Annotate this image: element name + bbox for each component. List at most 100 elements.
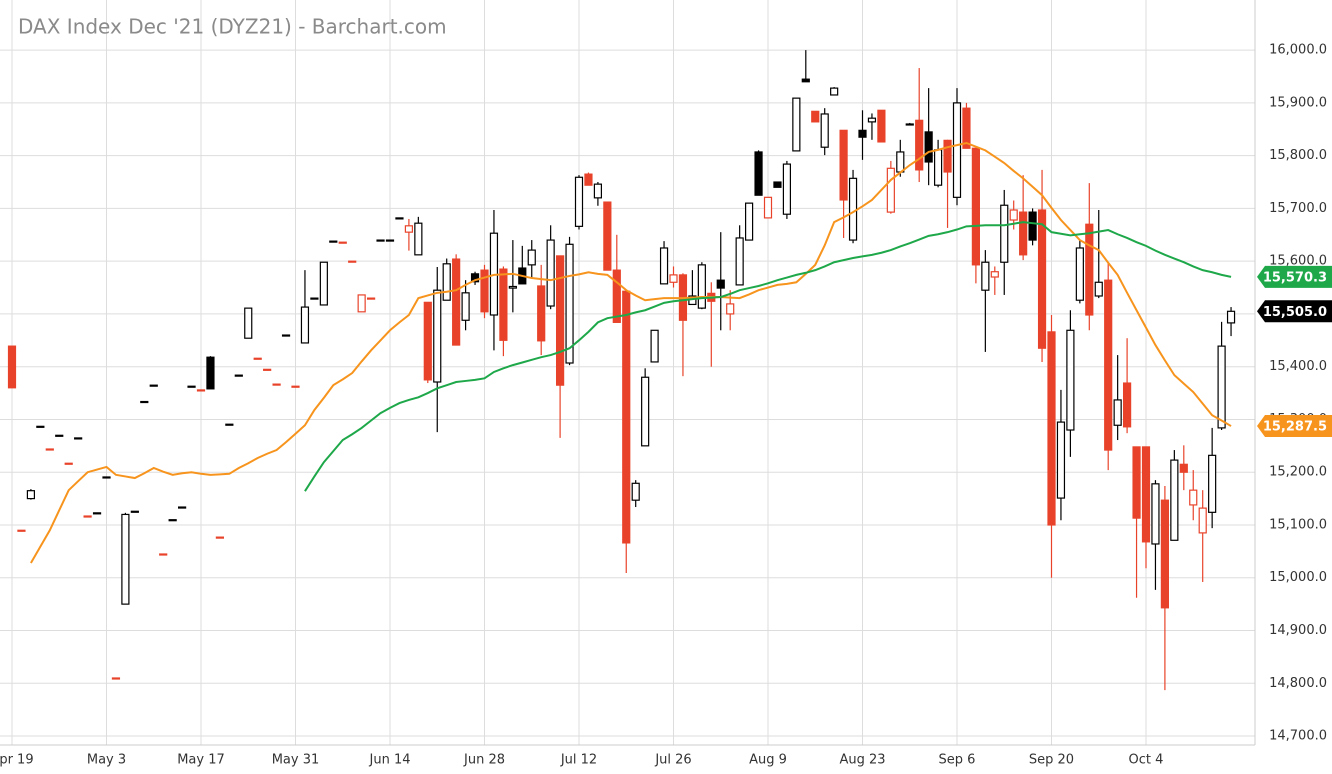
candle-body	[905, 123, 914, 126]
x-tick-label: Aug 23	[839, 753, 885, 768]
candle-body	[121, 513, 130, 605]
candle-body	[196, 389, 206, 392]
candle-body	[830, 87, 839, 96]
y-tick-label: 15,700.0	[1269, 201, 1327, 216]
candle-body	[149, 384, 158, 387]
x-tick-label: Aug 9	[749, 753, 787, 768]
candle-body	[281, 334, 291, 337]
last-value-badge-bg	[1257, 265, 1332, 288]
last-value-badge: 15,287.5	[1263, 420, 1327, 435]
candle-body	[319, 261, 328, 306]
candle-body	[1000, 204, 1009, 263]
candle-body	[744, 202, 754, 241]
candle-body	[612, 269, 621, 323]
candle-body	[858, 129, 867, 138]
last-close-badge: 15,505.0	[1263, 305, 1327, 320]
candle-body	[215, 536, 224, 539]
candle-body	[886, 167, 895, 213]
candle-body	[697, 264, 706, 309]
x-tick-label: Apr 19	[0, 753, 34, 768]
candle-body	[433, 289, 442, 383]
candle-body	[565, 243, 574, 364]
candle-body	[1104, 279, 1113, 451]
candle-body	[555, 255, 565, 386]
candle-body	[1028, 211, 1037, 241]
candle-body	[622, 290, 631, 544]
candle-body	[981, 261, 990, 291]
candle-body	[1132, 446, 1141, 519]
chart-title: DAX Index Dec '21 (DYZ21) - Barchart.com	[18, 15, 447, 39]
y-tick-label: 14,900.0	[1269, 623, 1327, 638]
candle-body	[593, 183, 603, 199]
x-tick-label: Jun 14	[369, 753, 411, 768]
x-tick-label: Oct 4	[1129, 753, 1164, 768]
x-tick-label: Jul 12	[560, 753, 597, 768]
candle-body	[811, 110, 820, 123]
x-tick-label: Jun 28	[463, 753, 505, 768]
y-tick-label: 14,700.0	[1269, 729, 1327, 744]
badges: 15,287.5 15,570.3 15,505.0	[1257, 265, 1332, 438]
candle-body	[782, 163, 792, 215]
candle-body	[1094, 281, 1103, 297]
x-tick-label: Jul 26	[654, 753, 691, 768]
candle-body	[140, 400, 149, 404]
candle-body	[234, 374, 243, 377]
candle-body	[763, 196, 773, 219]
candle-body	[225, 423, 234, 426]
candle-body	[300, 306, 310, 344]
candle-body	[820, 113, 829, 148]
candle-body	[452, 258, 461, 346]
candle-body	[26, 490, 35, 500]
candle-body	[442, 263, 451, 301]
candle-body	[357, 294, 366, 313]
candle-body	[1170, 459, 1179, 541]
candle-body	[574, 176, 584, 227]
candle-body	[962, 107, 971, 149]
x-tick-label: May 3	[87, 753, 126, 768]
candle-body	[650, 329, 659, 363]
marks	[7, 50, 1236, 691]
y-tick-label: 15,900.0	[1269, 95, 1327, 110]
candle-body	[64, 462, 73, 465]
x-tick-label: Sep 6	[939, 753, 976, 768]
candle-body	[178, 506, 187, 509]
candle-body	[603, 201, 612, 271]
candle-body	[754, 151, 763, 196]
last-close-badge-bg	[1257, 300, 1332, 323]
candle-body	[584, 173, 593, 186]
candle-body	[1047, 331, 1056, 526]
candle-body	[263, 368, 272, 371]
candle-body	[499, 268, 508, 341]
candle-body	[404, 225, 413, 233]
y-tick-label: 15,600.0	[1269, 254, 1327, 269]
candle-body	[952, 102, 962, 198]
candle-body	[367, 297, 376, 300]
candle-body	[168, 519, 177, 522]
candle-body	[990, 271, 999, 278]
candle-body	[669, 274, 678, 283]
candle-body	[508, 285, 517, 289]
candle-body	[348, 260, 357, 263]
candle-body	[385, 239, 395, 242]
x-tick-label: May 17	[177, 753, 225, 768]
candle-body	[726, 303, 735, 315]
candle-body	[971, 147, 981, 266]
candle-body	[933, 149, 943, 186]
candle-body	[291, 385, 300, 388]
candle-body	[1141, 446, 1151, 543]
candle-body	[735, 237, 744, 286]
candle-body	[423, 301, 432, 381]
candle-body	[74, 437, 83, 440]
candle-body	[376, 239, 385, 242]
candle-body	[1208, 454, 1217, 513]
candle-body	[329, 240, 338, 243]
candle-body	[111, 677, 121, 680]
x-tick-label: May 31	[272, 753, 320, 768]
candle-body	[1113, 399, 1122, 426]
candle-body	[659, 247, 669, 285]
candle-body	[943, 139, 952, 173]
candle-body	[55, 434, 64, 437]
candle-body	[45, 448, 54, 451]
candle-body	[537, 285, 546, 342]
